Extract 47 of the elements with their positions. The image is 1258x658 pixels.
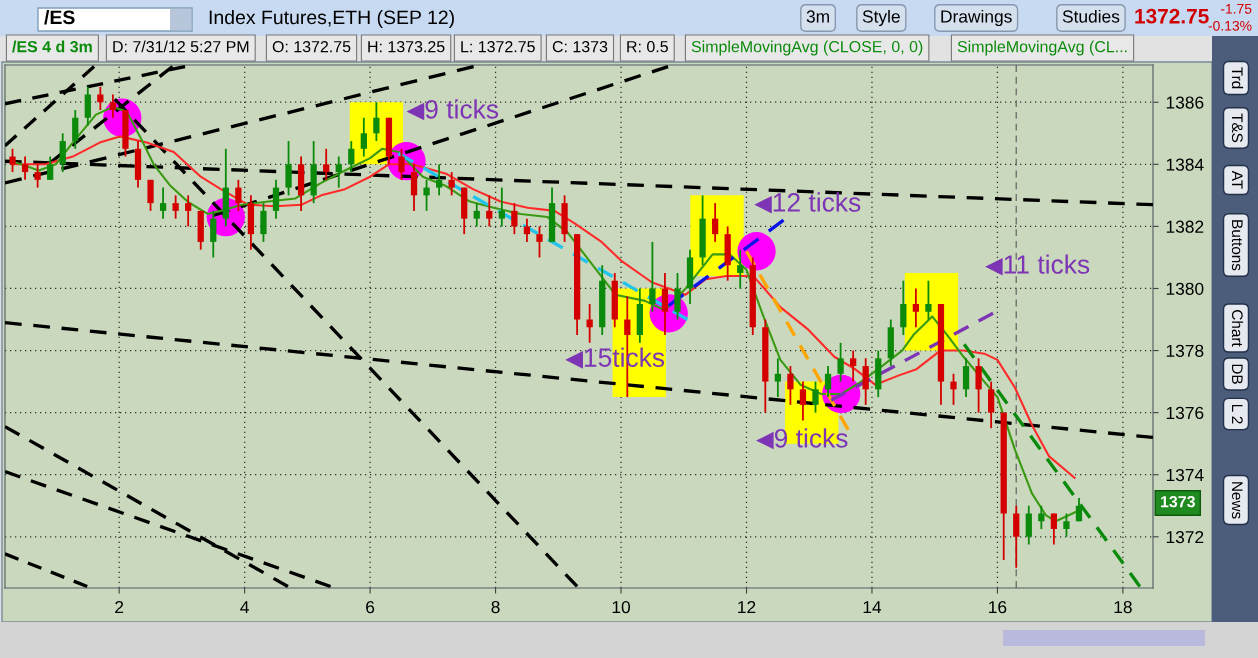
text: Buttons (1231, 220, 1243, 271)
text: -1.75 (1220, 4, 1252, 14)
text: 1373 (1161, 495, 1195, 508)
text: /ES (44, 9, 75, 25)
text: L 2 (1232, 404, 1243, 424)
text: T&S (1231, 113, 1243, 143)
x-tick-label: 8 (491, 600, 500, 614)
y-tick-label: 1380 (1166, 282, 1204, 295)
text: Chart (1231, 310, 1244, 347)
y-tick-label: 1382 (1166, 220, 1204, 233)
text: C: 1373 (552, 40, 608, 53)
x-tick-label: 6 (366, 600, 375, 614)
text: H: 1373.25 (368, 40, 445, 53)
text: D: 7/31/12 5:27 PM (113, 40, 249, 53)
x-tick-label: 10 (612, 600, 631, 614)
x-tick-label: 16 (989, 600, 1007, 614)
text: AT (1232, 170, 1243, 189)
y-tick-label: 1386 (1166, 96, 1204, 109)
x-tick-label: 18 (1114, 600, 1132, 614)
text: R: 0.5 (627, 40, 668, 53)
text: O: 1372.75 (272, 40, 351, 53)
annotation: 12 ticks (773, 192, 861, 212)
y-tick-label: 1378 (1166, 344, 1204, 358)
text: Drawings (941, 9, 1012, 27)
text: Style (862, 9, 900, 27)
y-tick-label: 1376 (1166, 406, 1204, 420)
text: DB (1232, 364, 1243, 384)
x-tick-label: 4 (240, 601, 249, 614)
y-tick-label: 1372 (1166, 530, 1204, 544)
text: -0.13% (1208, 20, 1252, 31)
annotation: 9 ticks (425, 99, 499, 119)
chart-title: Index Futures,ETH (SEP 12) (209, 9, 454, 29)
text: SimpleMovingAvg (CLOSE, 0, 0) (691, 40, 923, 56)
text: Trd (1231, 67, 1244, 89)
annotation: 11 ticks (1004, 254, 1090, 274)
text: News (1231, 482, 1243, 519)
x-tick-label: 12 (738, 600, 756, 614)
text: 1372.75 (1135, 8, 1209, 24)
x-tick-label: 14 (863, 601, 882, 614)
y-tick-label: 1374 (1166, 468, 1204, 482)
text: Studies (1062, 9, 1120, 23)
text: SimpleMovingAvg (CL... (957, 40, 1127, 56)
text: L: 1372.75 (461, 40, 535, 53)
y-tick-label: 1384 (1166, 158, 1204, 171)
text: 3m (806, 10, 829, 23)
x-tick-label: 2 (115, 600, 124, 614)
text: /ES 4 d 3m (12, 40, 92, 53)
